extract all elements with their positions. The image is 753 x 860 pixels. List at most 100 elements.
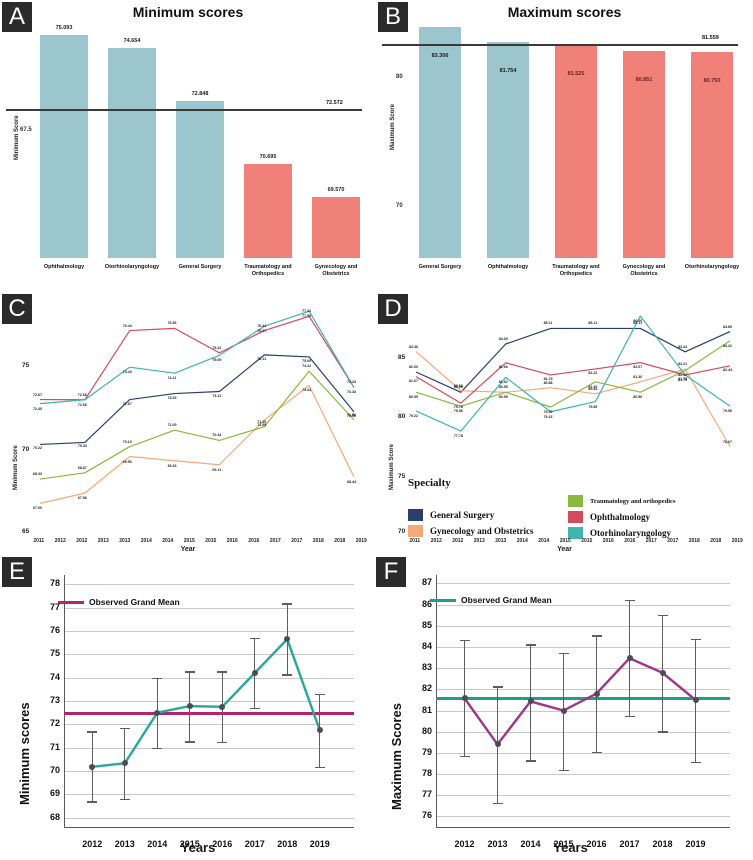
series-line-gynecology-and-obstetrics[interactable] bbox=[39, 384, 355, 504]
data-point-label: 82.22 bbox=[588, 370, 598, 375]
data-point-label: 74.44 bbox=[122, 370, 132, 375]
series-line-traumatology-and-orthopedics[interactable] bbox=[415, 340, 731, 408]
grand-mean-swatch bbox=[58, 600, 84, 604]
data-point[interactable] bbox=[527, 698, 534, 705]
data-point-label: 71.55 bbox=[257, 423, 267, 428]
data-point[interactable] bbox=[251, 670, 258, 676]
y-tick-label: 69 bbox=[49, 788, 60, 799]
data-point-label: 72.67 bbox=[33, 392, 42, 397]
series-line-traumatology-and-orthopedics[interactable] bbox=[39, 370, 355, 480]
data-point-label: 79.16 bbox=[543, 414, 553, 419]
mean-series-line[interactable] bbox=[92, 636, 321, 768]
data-point[interactable] bbox=[316, 727, 323, 734]
y-tick-label: 73 bbox=[49, 695, 60, 705]
panel-d-ytick-80: 80 bbox=[398, 413, 406, 420]
bar-ophthalmology[interactable] bbox=[39, 34, 89, 258]
bar-general-surgery[interactable] bbox=[418, 26, 462, 258]
legend-swatch bbox=[568, 511, 583, 523]
data-point[interactable] bbox=[186, 703, 193, 710]
data-point[interactable] bbox=[626, 655, 633, 662]
data-point-label: 76.44 bbox=[122, 323, 132, 328]
gridline bbox=[64, 631, 354, 632]
bar-otorhinolaryngology[interactable] bbox=[107, 47, 157, 258]
x-tick-label: 2018 bbox=[334, 538, 346, 544]
bar-gynecology-and-obstetrics[interactable] bbox=[311, 197, 361, 258]
y-tick-label: 75 bbox=[49, 648, 60, 659]
data-point[interactable] bbox=[219, 703, 226, 710]
error-bar-cap bbox=[282, 603, 293, 605]
data-point-label: 67.56 bbox=[77, 496, 87, 501]
gridline bbox=[64, 677, 354, 679]
error-bar-cap bbox=[217, 741, 228, 744]
bar-general-surgery[interactable] bbox=[175, 100, 225, 258]
series-line-otorhinolaryngology[interactable] bbox=[39, 310, 355, 405]
series-line-gynecology-and-obstetrics[interactable] bbox=[415, 351, 731, 447]
data-point[interactable] bbox=[89, 763, 96, 770]
panel-f-plot: 76 77 78 79 80 81 82 83 84 85 86 87 2012 2013 2014 2015… bbox=[414, 575, 730, 849]
data-point-label: 69.11 bbox=[212, 467, 222, 472]
series-line-otorhinolaryngology[interactable] bbox=[415, 315, 731, 432]
data-point[interactable] bbox=[154, 709, 161, 716]
data-point[interactable] bbox=[560, 707, 567, 714]
legend-item-gynecology-and-obstetrics[interactable]: Gynecology and Obstetrics bbox=[408, 525, 568, 537]
error-bar-cap bbox=[690, 638, 701, 641]
reference-mean-label: 72.572 bbox=[326, 99, 343, 106]
x-tick-label: 2012 bbox=[54, 538, 66, 544]
gridline bbox=[64, 584, 354, 586]
data-point-label: 80.55 bbox=[409, 395, 418, 400]
data-point[interactable] bbox=[494, 741, 501, 748]
panel-c: C Minimum Score 75 70 65 70.22 70.33 72.67… bbox=[0, 290, 376, 555]
x-tick-label: 2011 bbox=[409, 538, 421, 544]
data-point-label: 75.22 bbox=[212, 345, 222, 350]
bar-otorhinolaryngology[interactable] bbox=[690, 52, 734, 258]
series-line-ophthalmology[interactable] bbox=[415, 362, 731, 404]
data-point-label: 75.09 bbox=[212, 358, 222, 363]
series-line-general-surgery[interactable] bbox=[415, 327, 731, 393]
data-point-label: 72.66 bbox=[77, 392, 87, 397]
legend-item-otorhinolaryngology[interactable]: Otorhinolaryngology bbox=[568, 527, 748, 539]
x-tick-label: 2015 bbox=[179, 839, 200, 849]
data-point[interactable] bbox=[461, 695, 468, 702]
series-line-general-surgery[interactable] bbox=[39, 354, 355, 446]
x-tick-label: 2017 bbox=[269, 538, 281, 544]
legend-item-ophthalmology[interactable]: Ophthalmology bbox=[568, 511, 748, 523]
data-point-label: 79.56 bbox=[453, 409, 463, 414]
error-bar-cap bbox=[690, 761, 701, 764]
bar-value-label: 81.525 bbox=[567, 70, 585, 77]
error-bar-cap bbox=[591, 751, 602, 754]
data-point-label: 69.56 bbox=[122, 459, 132, 464]
bar-gynecology-and-obstetrics[interactable] bbox=[622, 51, 666, 258]
panel-f-legend[interactable]: Observed Grand Mean bbox=[430, 595, 552, 605]
bar-traumatology-and-orthopedics[interactable] bbox=[554, 44, 598, 258]
y-tick-label: 77 bbox=[49, 601, 60, 612]
error-bar-cap bbox=[152, 677, 163, 680]
error-bar-cap bbox=[119, 798, 130, 800]
grand-mean-legend-label: Observed Grand Mean bbox=[89, 597, 180, 607]
error-bar-cap bbox=[657, 731, 668, 733]
x-tick-label: 2015 bbox=[553, 839, 574, 849]
data-point[interactable] bbox=[121, 760, 128, 767]
data-point[interactable] bbox=[593, 690, 600, 697]
data-point-label: 81.79 bbox=[678, 376, 688, 381]
bar-category-label: Gynecology and Obstetrics bbox=[622, 264, 666, 278]
panel-b: B Maximum scores Maximum Score 80 70 83.… bbox=[376, 0, 753, 290]
data-point[interactable] bbox=[284, 636, 291, 643]
panel-d-ytick-85: 85 bbox=[398, 354, 406, 361]
data-point-label: 68.44 bbox=[347, 480, 356, 485]
data-point[interactable] bbox=[659, 669, 666, 676]
x-tick-label: 2013 bbox=[97, 538, 109, 544]
data-point-label: 80.66 bbox=[453, 383, 463, 388]
legend-item-general-surgery[interactable]: General Surgery bbox=[408, 509, 568, 521]
bar-ophthalmology[interactable] bbox=[486, 42, 530, 258]
data-point[interactable] bbox=[692, 696, 699, 703]
bar-traumatology-and-orthopedics[interactable] bbox=[243, 164, 293, 258]
x-tick-label: 2015 bbox=[205, 538, 217, 544]
mean-series-line[interactable] bbox=[463, 656, 697, 747]
error-bar-cap bbox=[624, 715, 635, 718]
bar-category-label: Otorhinolaryngology bbox=[104, 264, 160, 270]
data-point-label: 72.45 bbox=[33, 406, 42, 411]
legend-item-traumatology-and-orthopedics[interactable]: Traumatology and orthopedics bbox=[568, 495, 748, 507]
panel-e-legend[interactable]: Observed Grand Mean bbox=[58, 597, 180, 607]
series-line-ophthalmology[interactable] bbox=[39, 315, 355, 401]
panel-a: A Minimum scores Minimum Score 67.5 75.0… bbox=[0, 0, 376, 290]
